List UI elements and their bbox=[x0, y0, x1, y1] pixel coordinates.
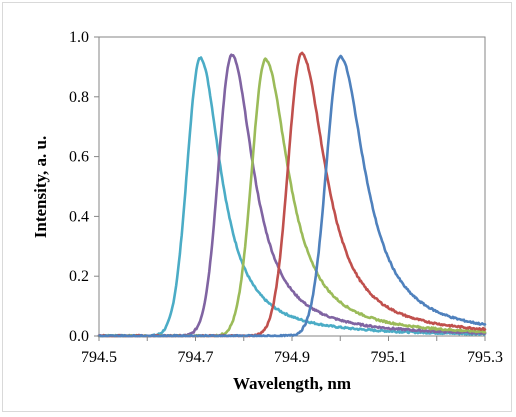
y-axis-ticks: 0.0 0.2 0.4 0.6 0.8 1.0 bbox=[69, 29, 99, 345]
x-axis-ticks: 794.5 794.7 794.9 795.1 795.3 bbox=[81, 336, 503, 366]
series-line-3 bbox=[97, 57, 487, 338]
y-tick-label: 0.8 bbox=[69, 89, 89, 106]
x-tick-label: 795.1 bbox=[371, 349, 407, 366]
y-tick-label: 0.0 bbox=[69, 328, 89, 345]
series-line-1 bbox=[97, 56, 487, 338]
y-tick-label: 0.2 bbox=[69, 268, 89, 285]
y-axis-title: Intensity, a. u. bbox=[31, 136, 50, 239]
x-tick-label: 794.7 bbox=[178, 349, 214, 366]
chart-frame bbox=[2, 2, 512, 412]
x-tick-label: 795.3 bbox=[467, 349, 503, 366]
x-axis-title: Wavelength, nm bbox=[233, 374, 351, 393]
x-tick-label: 794.5 bbox=[81, 349, 117, 366]
y-tick-label: 1.0 bbox=[69, 29, 89, 46]
y-tick-label: 0.6 bbox=[69, 149, 89, 166]
x-tick-label: 794.9 bbox=[274, 349, 310, 366]
y-tick-label: 0.4 bbox=[69, 208, 89, 225]
series-line-5 bbox=[97, 54, 487, 338]
series-layer bbox=[97, 51, 487, 338]
